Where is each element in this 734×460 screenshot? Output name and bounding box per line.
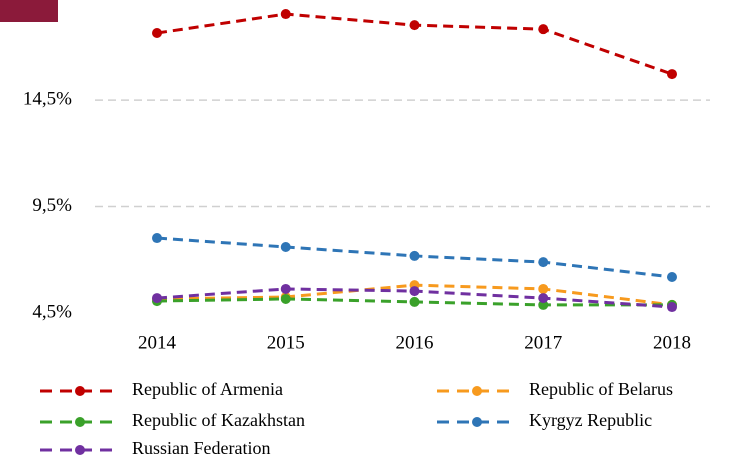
legend-label: Republic of Armenia (132, 379, 283, 399)
legend-marker (472, 417, 482, 427)
legend-label: Russian Federation (132, 438, 270, 458)
y-tick-label: 4,5% (32, 301, 72, 322)
legend-label: Republic of Belarus (529, 379, 673, 399)
data-point (538, 293, 549, 304)
legend-marker (75, 445, 85, 455)
legend-marker (75, 386, 85, 396)
data-point (538, 283, 549, 294)
data-point (409, 250, 420, 261)
data-point (667, 272, 677, 283)
legend-marker (75, 417, 85, 427)
data-point (409, 20, 420, 31)
data-point (152, 233, 162, 244)
legend-label: Kyrgyz Republic (529, 410, 652, 430)
data-point (538, 24, 549, 35)
data-point (280, 9, 291, 20)
corner-decoration (0, 0, 58, 22)
data-point (280, 293, 291, 304)
x-tick-label: 2015 (267, 332, 305, 353)
data-point (667, 69, 677, 80)
data-point (538, 257, 549, 268)
legend-label: Republic of Kazakhstan (132, 410, 305, 430)
y-tick-label: 14,5% (23, 88, 72, 109)
data-point (152, 293, 162, 304)
data-point (409, 296, 420, 307)
y-tick-label: 9,5% (32, 195, 72, 216)
data-point (152, 28, 162, 39)
data-point (409, 286, 420, 297)
data-point (667, 302, 677, 313)
x-tick-label: 2014 (138, 332, 177, 353)
data-point (280, 241, 291, 252)
x-tick-label: 2017 (524, 332, 562, 353)
x-tick-label: 2016 (396, 332, 434, 353)
legend-marker (472, 386, 482, 396)
x-tick-label: 2018 (653, 332, 691, 353)
data-point (280, 283, 291, 294)
legend: Republic of Armenia Republic of Belarus Re… (40, 379, 673, 458)
